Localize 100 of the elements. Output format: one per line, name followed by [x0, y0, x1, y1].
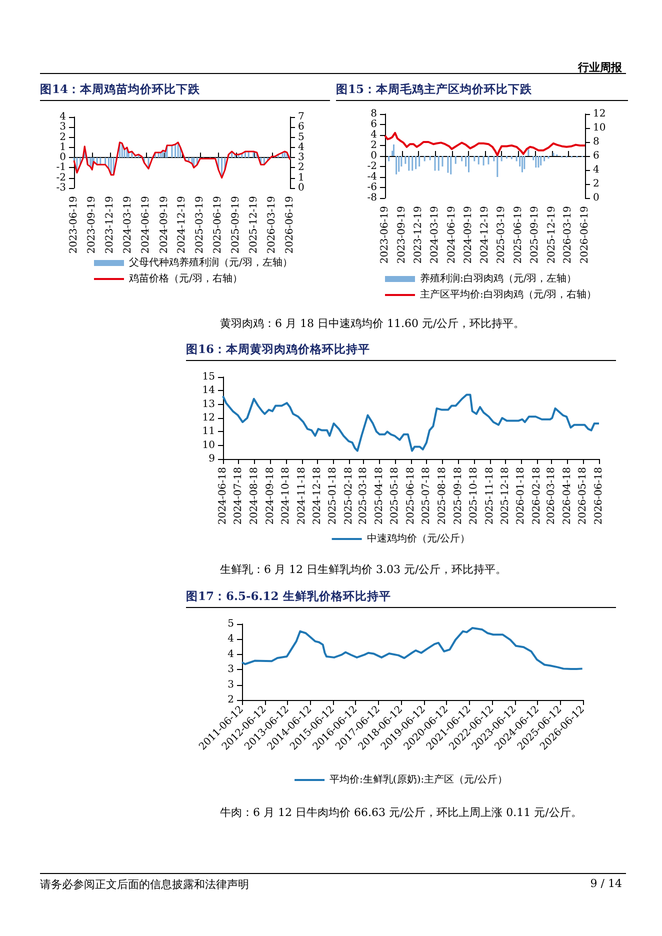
x-tick-label: 2025-02-18	[344, 467, 355, 525]
y2-tick-label: 5	[298, 132, 304, 143]
y2-tick-label: 4	[298, 142, 304, 153]
legend-label: 父母代种鸡养殖利润（元/羽，左轴）	[129, 256, 292, 268]
y2-tick-label: 2	[593, 178, 600, 190]
legend-label: 中速鸡均价（元/公斤）	[366, 532, 470, 544]
x-tick-label: 2024-06-19	[140, 196, 152, 254]
y-tick-label: -4	[367, 172, 377, 182]
y-tick-label: 0	[370, 150, 377, 162]
x-tick-label: 2025-03-19	[194, 196, 206, 254]
x-tick-label: 2025-12-18	[500, 467, 511, 525]
y-tick-label: 8	[370, 108, 377, 120]
x-tick-label: 2025-05-18	[390, 467, 401, 525]
y2-tick-label: 0	[593, 192, 600, 204]
x-tick-label: 2026-04-18	[562, 467, 574, 525]
text: 生鲜乳：6 月 12 日生鲜乳均价 3.03 元/公斤，环比持平。	[220, 562, 507, 577]
x-tick-label: 2026-05-18	[578, 467, 589, 525]
y-tick-label: -1	[56, 162, 66, 174]
x-tick-label: 2025-07-18	[420, 467, 432, 525]
y2-tick-label: 3	[298, 152, 304, 164]
y-tick-label: 13	[202, 398, 215, 410]
y-tick-label: -3	[56, 182, 66, 194]
y-tick-label: 2	[370, 140, 377, 151]
text: 请务必参阅正文后面的信息披露和法律声明	[40, 877, 249, 892]
chart-title: 图14：本周鸡苗均价环比下跌	[40, 82, 330, 101]
x-tick-label: 2024-09-19	[158, 196, 170, 254]
y2-tick-label: 8	[593, 136, 600, 148]
y-tick-label: 5	[228, 618, 234, 630]
y-tick-label: 3	[60, 122, 66, 133]
x-tick-label: 2025-06-18	[406, 467, 416, 525]
x-tick-label: 2024-07-18	[232, 467, 244, 525]
x-tick-label: 2024-03-19	[430, 206, 440, 264]
x-tick-label: 2025-12-19	[546, 206, 558, 264]
y2-tick-label: 0	[298, 182, 304, 194]
x-tick-label: 2024-09-18	[264, 467, 276, 525]
y2-tick-label: 4	[593, 164, 600, 176]
y-tick-label: -2	[367, 161, 377, 172]
x-tick-label: 2023-06-19	[380, 206, 390, 264]
y-tick-label: 14	[202, 385, 215, 396]
chart-title: 图16：本周黄羽肉鸡价格环比持平	[186, 342, 616, 361]
x-tick-label: 2023-12-19	[104, 196, 116, 254]
y-tick-label: 3	[228, 664, 234, 676]
chart-title: 图17：6.5-6.12 生鲜乳价格环比持平	[186, 589, 616, 608]
y-tick-label: 0	[60, 152, 66, 164]
x-tick-label: 2026-03-19	[266, 196, 278, 254]
y-tick-label: 6	[370, 119, 377, 130]
x-tick-label: 2026-03-18	[546, 467, 558, 525]
y2-tick-label: 10	[593, 122, 606, 134]
x-tick-label: 2024-12-19	[480, 206, 491, 264]
y2-tick-label: 2	[298, 162, 304, 174]
x-tick-label: 2024-12-18	[312, 467, 323, 525]
y-tick-label: 15	[202, 372, 215, 382]
y2-tick-label: 7	[298, 112, 304, 122]
y2-tick-label: 6	[593, 150, 600, 162]
x-tick-label: 2023-09-19	[396, 206, 408, 264]
y-tick-label: 2	[60, 132, 66, 143]
legend-label: 养殖利润:白羽肉鸡（元/羽，左轴）	[420, 272, 577, 284]
x-tick-label: 2026-02-18	[532, 467, 543, 525]
x-tick-label: 2025-09-18	[452, 467, 464, 525]
x-tick-label: 2025-10-18	[468, 467, 480, 525]
legend-label: 主产区平均价:白羽肉鸡（元/羽，右轴）	[420, 288, 597, 300]
x-tick-label: 2023-06-19	[68, 196, 80, 254]
x-tick-label: 2025-03-18	[358, 467, 370, 525]
x-tick-label: 2025-04-18	[374, 467, 386, 525]
x-tick-label: 2025-08-18	[436, 467, 448, 525]
y-tick-label: 1	[60, 142, 66, 153]
x-tick-label: 2024-03-19	[122, 196, 134, 254]
x-tick-label: 2025-09-19	[530, 206, 541, 264]
x-tick-label: 2024-09-19	[463, 206, 474, 264]
y-tick-label: -2	[56, 172, 66, 184]
y-tick-label: 4	[60, 112, 66, 122]
y2-tick-label: 12	[593, 108, 606, 120]
y-tick-label: 4	[370, 130, 377, 140]
x-tick-label: 2025-01-18	[328, 467, 339, 525]
x-tick-label: 2025-09-19	[230, 196, 242, 254]
y-tick-label: 11	[202, 426, 215, 438]
x-tick-label: 2024-06-18	[218, 467, 228, 525]
y-tick-label: 4	[228, 634, 234, 645]
y-tick-label: 4	[228, 648, 234, 660]
text: 黄羽肉鸡：6 月 18 日中速鸡均价 11.60 元/公斤，环比持平。	[220, 316, 525, 331]
y-tick-label: -6	[367, 182, 377, 193]
y2-tick-label: 6	[298, 122, 304, 133]
x-tick-label: 2026-01-18	[516, 467, 527, 525]
x-tick-label: 2026-06-19	[580, 206, 590, 264]
text: 9 / 14	[590, 877, 622, 890]
x-tick-label: 2025-12-19	[248, 196, 260, 254]
x-tick-label: 2025-11-18	[484, 467, 496, 525]
x-tick-label: 2024-12-19	[176, 196, 188, 254]
legend-label: 鸡苗价格（元/羽，右轴）	[128, 272, 242, 284]
y2-tick-label: 1	[298, 172, 304, 184]
y-tick-label: 3	[228, 679, 234, 690]
y-tick-label: 12	[202, 412, 215, 424]
x-tick-label: 2026-03-19	[562, 206, 574, 264]
x-tick-label: 2024-10-18	[280, 467, 292, 525]
y-tick-label: 2	[228, 694, 234, 706]
x-tick-label: 2026-06-18	[594, 467, 604, 525]
x-tick-label: 2024-06-19	[446, 206, 458, 264]
x-tick-label: 2025-03-19	[496, 206, 508, 264]
y-tick-label: 10	[202, 440, 215, 451]
x-tick-label: 2024-11-18	[296, 467, 308, 525]
